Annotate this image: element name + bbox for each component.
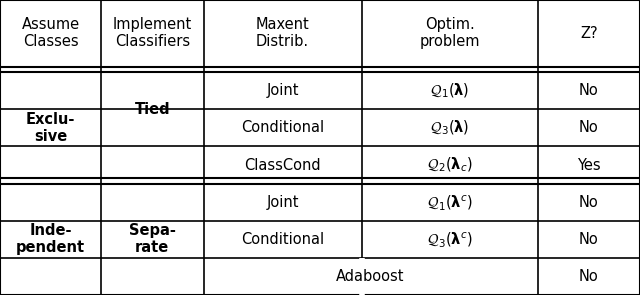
Text: $\mathcal{Q}_1(\boldsymbol{\lambda})$: $\mathcal{Q}_1(\boldsymbol{\lambda})$ [430, 82, 469, 100]
Text: $\mathcal{Q}_2(\boldsymbol{\lambda}_c)$: $\mathcal{Q}_2(\boldsymbol{\lambda}_c)$ [427, 156, 472, 174]
Text: $\mathcal{Q}_1(\boldsymbol{\lambda}^c)$: $\mathcal{Q}_1(\boldsymbol{\lambda}^c)$ [427, 193, 472, 212]
Text: Conditional: Conditional [241, 232, 324, 247]
Text: No: No [579, 269, 598, 284]
Text: Conditional: Conditional [241, 120, 324, 135]
Text: Adaboost: Adaboost [336, 269, 405, 284]
Text: Z?: Z? [580, 26, 598, 41]
Text: Implement
Classifiers: Implement Classifiers [113, 17, 192, 49]
Text: Sepa-
rate: Sepa- rate [129, 223, 176, 255]
Text: No: No [579, 83, 598, 98]
Text: Assume
Classes: Assume Classes [22, 17, 79, 49]
Text: Yes: Yes [577, 158, 600, 173]
Text: $\mathcal{Q}_3(\boldsymbol{\lambda}^c)$: $\mathcal{Q}_3(\boldsymbol{\lambda}^c)$ [427, 230, 472, 249]
Text: No: No [579, 232, 598, 247]
Text: $\mathcal{Q}_3(\boldsymbol{\lambda})$: $\mathcal{Q}_3(\boldsymbol{\lambda})$ [430, 119, 469, 137]
Text: Optim.
problem: Optim. problem [419, 17, 480, 49]
Text: Maxent
Distrib.: Maxent Distrib. [256, 17, 309, 49]
Text: No: No [579, 120, 598, 135]
Text: No: No [579, 195, 598, 210]
Text: Joint: Joint [266, 83, 299, 98]
Text: Inde-
pendent: Inde- pendent [16, 223, 85, 255]
Text: ClassCond: ClassCond [244, 158, 321, 173]
Text: Tied: Tied [134, 102, 170, 117]
Text: Exclu-
sive: Exclu- sive [26, 112, 76, 144]
Text: Joint: Joint [266, 195, 299, 210]
